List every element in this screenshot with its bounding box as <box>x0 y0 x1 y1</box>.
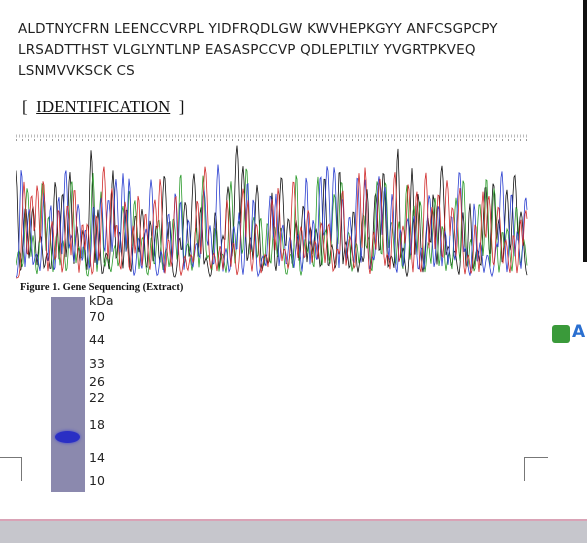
gel-band <box>55 431 80 443</box>
section-heading: [ IDENTIFICATION ] <box>22 97 184 117</box>
gel-marker-label: 18 <box>89 417 105 432</box>
bracket: ] <box>178 97 185 116</box>
sequence-line: LSNMVVKSCK CS <box>18 63 135 79</box>
gel-marker-label: 33 <box>89 356 105 371</box>
gel-marker-label: 14 <box>89 450 105 465</box>
sequence-line: ALDTNYCFRN LEENCCVRPL YIDFRQDLGW KWVHEPK… <box>18 21 498 37</box>
corner-mark <box>524 457 548 481</box>
trace <box>16 166 528 279</box>
gel-unit: kDa <box>89 293 114 308</box>
status-bar <box>0 521 587 543</box>
chromatogram <box>16 134 528 279</box>
gel-marker-label: 22 <box>89 390 105 405</box>
trace <box>16 168 528 277</box>
gel-marker-label: 26 <box>89 374 105 389</box>
bracket: [ <box>22 97 28 116</box>
section-title: IDENTIFICATION <box>36 97 171 116</box>
side-label: A <box>572 322 586 342</box>
corner-mark <box>0 457 22 481</box>
figure-caption: Figure 1. Gene Sequencing (Extract) <box>20 282 184 293</box>
gel-marker-label: 10 <box>89 473 105 488</box>
divider <box>0 519 587 521</box>
gel-marker-label: 70 <box>89 309 105 324</box>
gel-marker-label: 44 <box>89 332 105 347</box>
window-edge <box>583 0 587 262</box>
sequence-line: LRSADTTHST VLGLYNTLNP EASASPCCVP QDLEPLT… <box>18 42 476 58</box>
gel-lane <box>51 297 85 492</box>
app-icon <box>552 325 570 343</box>
